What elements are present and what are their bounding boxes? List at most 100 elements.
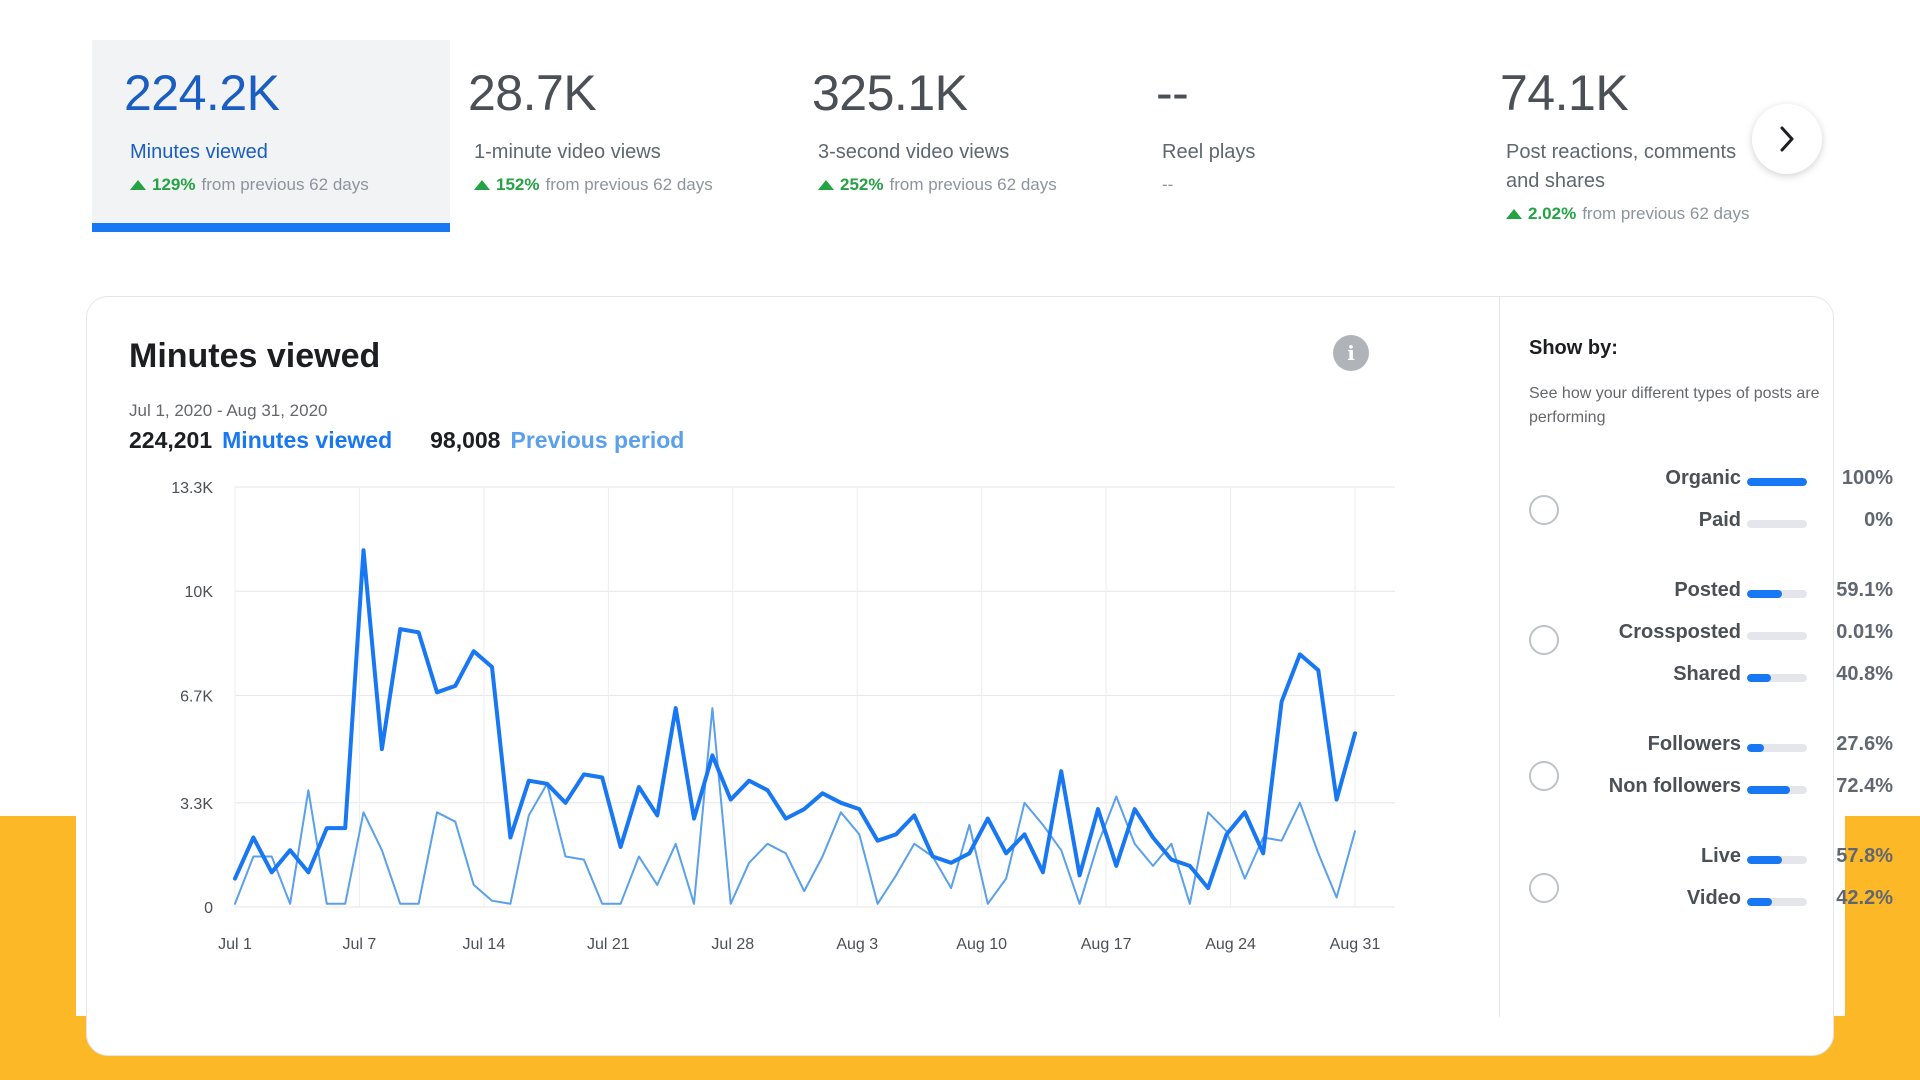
x-tick-label: Jul 7 [343,936,377,953]
show-by-header: Show by: See how your different types of… [1529,337,1829,430]
series-line-previous-period [234,707,1356,905]
series-line-minutes-viewed [233,548,1357,891]
metric-label: Posted [1674,579,1741,601]
metric-bar-fill [1747,898,1773,906]
panel-divider [1499,297,1500,1017]
radio-post-type[interactable] [1529,625,1559,655]
metric-percent: 40.8% [1836,663,1893,685]
kpi-delta-text: from previous 62 days [1582,204,1750,223]
metric-percent: 100% [1841,467,1893,489]
show-by-group-audience: Followers 27.6% Non followers 72.4% [1529,733,1899,817]
y-tick-label: 13.3K [171,480,213,497]
metric-percent: 42.2% [1836,887,1893,909]
date-range: Jul 1, 2020 - Aug 31, 2020 [129,401,328,420]
metric-bar-fill [1747,590,1783,598]
up-arrow-icon [1506,209,1522,219]
kpi-value: 325.1K [812,65,968,121]
kpi-tabs: 224.2K Minutes viewed 129% from previous… [92,40,1832,232]
kpi-delta: 129% from previous 62 days [124,175,450,195]
kpi-delta: 2.02% from previous 62 days [1500,204,1768,224]
metric-percent: 27.6% [1836,733,1893,755]
up-arrow-icon [474,180,490,190]
chevron-right-icon [1780,126,1794,152]
up-arrow-icon [818,180,834,190]
x-tick-label: Aug 31 [1330,936,1381,953]
metric-row-crossposted: Crossposted 0.01% [1529,621,1893,651]
metric-row-organic: Organic 100% [1529,467,1893,497]
show-by-title: Show by: [1529,337,1618,359]
y-tick-label: 3.3K [180,796,213,813]
metric-row-video: Video 42.2% [1529,887,1893,917]
kpi-tab-post-reactions[interactable]: 74.1K Post reactions, comments and share… [1468,40,1768,232]
metric-bar [1747,520,1807,528]
metric-bar [1747,786,1807,794]
kpi-delta: 152% from previous 62 days [468,175,780,195]
x-tick-label: Jul 21 [587,936,630,953]
metric-row-live: Live 57.8% [1529,845,1893,875]
x-tick-label: Jul 28 [711,936,754,953]
show-by-description: See how your different types of posts ar… [1529,385,1820,426]
metric-label: Crossposted [1618,621,1741,643]
metric-row-non-followers: Non followers 72.4% [1529,775,1893,805]
kpi-delta-text: -- [1162,175,1174,194]
metric-bar [1747,898,1807,906]
metric-bar-fill [1747,744,1764,752]
metric-bar [1747,674,1807,682]
kpi-label: Minutes viewed [130,141,268,163]
metric-percent: 59.1% [1836,579,1893,601]
kpi-value: 224.2K [124,65,280,121]
kpi-delta: 252% from previous 62 days [812,175,1124,195]
metric-percent: 0.01% [1836,621,1893,643]
kpi-delta-percent: 2.02% [1528,204,1577,223]
radio-format[interactable] [1529,873,1559,903]
metric-bar [1747,478,1807,486]
metric-label: Live [1700,845,1741,867]
kpi-delta-text: from previous 62 days [889,175,1057,194]
minutes-viewed-card: Minutes viewed i Jul 1, 2020 - Aug 31, 2… [86,296,1893,1056]
show-by-group-distribution: Organic 100% Paid 0% [1529,467,1899,551]
y-tick-label: 0 [204,900,213,917]
card-title: Minutes viewed [129,337,381,375]
metric-label: Non followers [1608,775,1741,797]
y-tick-label: 6.7K [180,688,213,705]
info-icon[interactable]: i [1333,335,1369,371]
metric-percent: 0% [1864,509,1893,531]
metric-label: Video [1686,887,1741,909]
kpi-label: 3-second video views [818,141,1010,163]
metric-label: Followers [1647,733,1741,755]
x-tick-label: Aug 24 [1205,936,1256,953]
metric-label: Paid [1698,509,1741,531]
kpi-tab-minutes-viewed[interactable]: 224.2K Minutes viewed 129% from previous… [92,40,450,232]
metric-bar-fill [1747,856,1782,864]
metric-bar-fill [1747,674,1772,682]
metric-row-paid: Paid 0% [1529,509,1893,539]
previous-series-label[interactable]: Previous period [510,427,685,453]
x-tick-label: Aug 3 [836,936,878,953]
metric-percent: 72.4% [1836,775,1893,797]
kpi-tab-reel-plays[interactable]: -- Reel plays -- [1124,40,1468,232]
kpi-tab-3-second-views[interactable]: 325.1K 3-second video views 252% from pr… [780,40,1124,232]
kpi-delta: -- [1156,175,1468,195]
radio-audience[interactable] [1529,761,1559,791]
metric-bar [1747,632,1807,640]
x-tick-label: Aug 10 [956,936,1007,953]
kpi-tab-1-minute-views[interactable]: 28.7K 1-minute video views 152% from pre… [436,40,780,232]
metric-label: Organic [1665,467,1741,489]
minutes-viewed-chart: 0 3.3K 6.7K 10K 13.3K Jul 1 Jul 7 Jul 14 Jul 21 J… [171,480,1395,953]
show-by-group-post-type: Posted 59.1% Crossposted 0.01% Shared 40… [1529,579,1899,705]
up-arrow-icon [130,180,146,190]
kpi-delta-percent: 129% [152,175,196,194]
chart-summary: 224,201 Minutes viewed 98,008 Previous p… [129,427,684,454]
x-tick-label: Jul 14 [463,936,506,953]
metric-row-followers: Followers 27.6% [1529,733,1893,763]
metric-row-posted: Posted 59.1% [1529,579,1893,609]
metric-bar [1747,744,1807,752]
metric-bar-fill [1747,786,1791,794]
radio-distribution[interactable] [1529,495,1559,525]
current-series-label[interactable]: Minutes viewed [222,427,393,453]
metric-row-shared: Shared 40.8% [1529,663,1893,693]
next-kpis-button[interactable] [1752,104,1822,174]
kpi-delta-percent: 152% [496,175,540,194]
previous-total: 98,008 [430,427,501,453]
metric-label: Shared [1673,663,1741,685]
